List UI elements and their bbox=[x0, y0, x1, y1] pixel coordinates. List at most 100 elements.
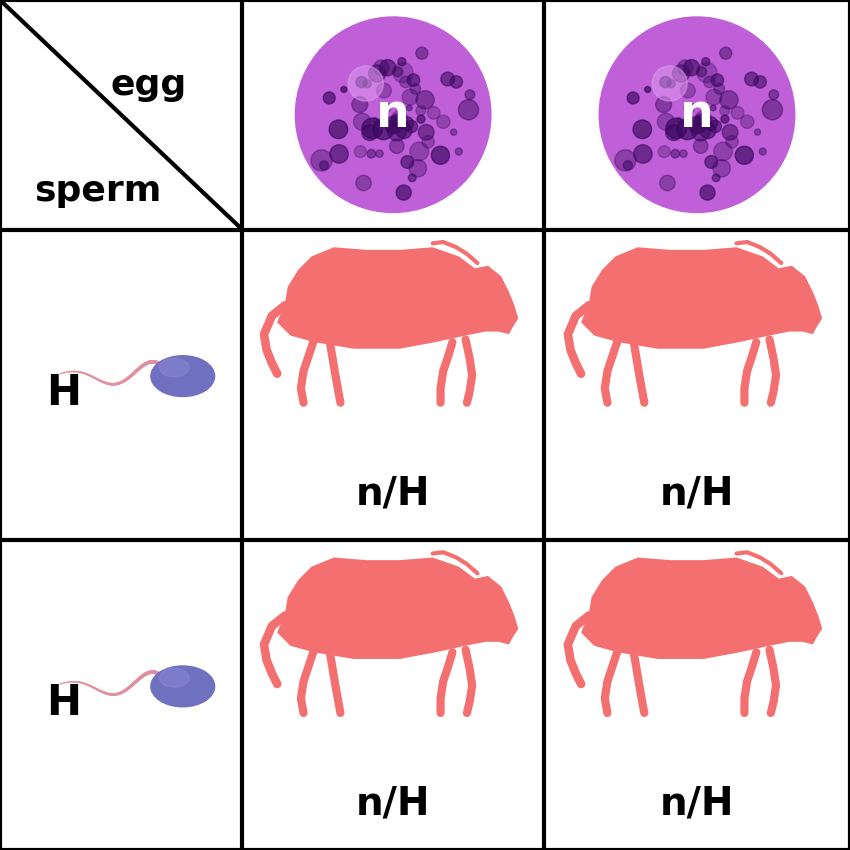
Circle shape bbox=[298, 20, 488, 209]
Circle shape bbox=[352, 97, 368, 112]
Circle shape bbox=[684, 103, 694, 112]
Circle shape bbox=[609, 27, 785, 203]
Circle shape bbox=[351, 72, 435, 157]
Text: n/H: n/H bbox=[660, 474, 734, 512]
Circle shape bbox=[311, 150, 332, 171]
Circle shape bbox=[373, 95, 413, 134]
Circle shape bbox=[690, 108, 704, 122]
Circle shape bbox=[348, 66, 383, 101]
Circle shape bbox=[674, 92, 720, 138]
Circle shape bbox=[706, 89, 722, 105]
Circle shape bbox=[387, 108, 399, 122]
Circle shape bbox=[740, 115, 754, 128]
Circle shape bbox=[712, 174, 720, 182]
Circle shape bbox=[677, 60, 693, 76]
Circle shape bbox=[622, 40, 772, 190]
Circle shape bbox=[401, 156, 414, 168]
Circle shape bbox=[320, 161, 328, 170]
Circle shape bbox=[695, 114, 709, 128]
Circle shape bbox=[393, 62, 413, 82]
Circle shape bbox=[676, 117, 682, 123]
Circle shape bbox=[680, 83, 695, 98]
Circle shape bbox=[323, 92, 335, 104]
Polygon shape bbox=[581, 247, 822, 348]
Circle shape bbox=[626, 43, 768, 186]
Circle shape bbox=[394, 120, 399, 126]
Circle shape bbox=[377, 83, 391, 98]
Circle shape bbox=[603, 20, 791, 209]
Circle shape bbox=[354, 145, 366, 157]
Circle shape bbox=[599, 17, 795, 212]
Circle shape bbox=[704, 76, 715, 88]
Circle shape bbox=[325, 47, 462, 184]
Circle shape bbox=[713, 160, 730, 177]
Circle shape bbox=[348, 69, 439, 161]
Circle shape bbox=[677, 119, 698, 139]
Circle shape bbox=[672, 65, 689, 82]
Circle shape bbox=[314, 37, 471, 193]
Circle shape bbox=[337, 60, 449, 170]
Circle shape bbox=[615, 150, 636, 171]
Circle shape bbox=[371, 92, 416, 138]
Circle shape bbox=[671, 150, 679, 158]
Text: H: H bbox=[46, 683, 82, 724]
Circle shape bbox=[396, 122, 412, 139]
Circle shape bbox=[645, 87, 651, 93]
Circle shape bbox=[416, 47, 428, 60]
Circle shape bbox=[391, 114, 405, 128]
Circle shape bbox=[655, 97, 672, 112]
Circle shape bbox=[661, 79, 733, 150]
Circle shape bbox=[362, 124, 377, 140]
Circle shape bbox=[305, 27, 481, 203]
Ellipse shape bbox=[159, 359, 189, 377]
Text: n/H: n/H bbox=[356, 474, 430, 512]
Circle shape bbox=[759, 148, 766, 155]
Circle shape bbox=[762, 99, 783, 120]
Ellipse shape bbox=[159, 668, 189, 687]
Circle shape bbox=[383, 105, 403, 125]
Circle shape bbox=[677, 95, 717, 134]
Circle shape bbox=[720, 91, 738, 109]
Circle shape bbox=[418, 124, 434, 140]
Polygon shape bbox=[581, 558, 822, 659]
Circle shape bbox=[369, 65, 386, 82]
Circle shape bbox=[635, 53, 759, 177]
Circle shape bbox=[396, 185, 411, 200]
Circle shape bbox=[341, 87, 347, 93]
Circle shape bbox=[754, 76, 767, 88]
Circle shape bbox=[687, 105, 706, 125]
Circle shape bbox=[328, 49, 458, 180]
Circle shape bbox=[720, 105, 729, 116]
Circle shape bbox=[697, 120, 703, 126]
Circle shape bbox=[450, 76, 462, 88]
Circle shape bbox=[373, 119, 394, 139]
Circle shape bbox=[667, 86, 726, 144]
Circle shape bbox=[398, 58, 405, 65]
Circle shape bbox=[638, 56, 756, 173]
Circle shape bbox=[615, 33, 779, 196]
Circle shape bbox=[456, 148, 462, 155]
Circle shape bbox=[377, 99, 410, 131]
Circle shape bbox=[441, 72, 455, 86]
Circle shape bbox=[666, 118, 687, 139]
Circle shape bbox=[417, 115, 425, 123]
Circle shape bbox=[714, 142, 733, 161]
Circle shape bbox=[400, 116, 414, 130]
Circle shape bbox=[422, 135, 434, 148]
Circle shape bbox=[458, 99, 479, 120]
Circle shape bbox=[393, 67, 403, 76]
Circle shape bbox=[356, 76, 367, 88]
Circle shape bbox=[695, 110, 711, 127]
Circle shape bbox=[341, 63, 445, 167]
Circle shape bbox=[666, 124, 682, 140]
Circle shape bbox=[627, 92, 639, 104]
Circle shape bbox=[694, 111, 700, 118]
Polygon shape bbox=[277, 558, 518, 659]
Text: sperm: sperm bbox=[34, 174, 162, 208]
Circle shape bbox=[683, 60, 700, 76]
Circle shape bbox=[702, 58, 710, 65]
Circle shape bbox=[354, 113, 371, 130]
Ellipse shape bbox=[151, 666, 214, 707]
Ellipse shape bbox=[151, 355, 214, 396]
Circle shape bbox=[372, 117, 378, 123]
